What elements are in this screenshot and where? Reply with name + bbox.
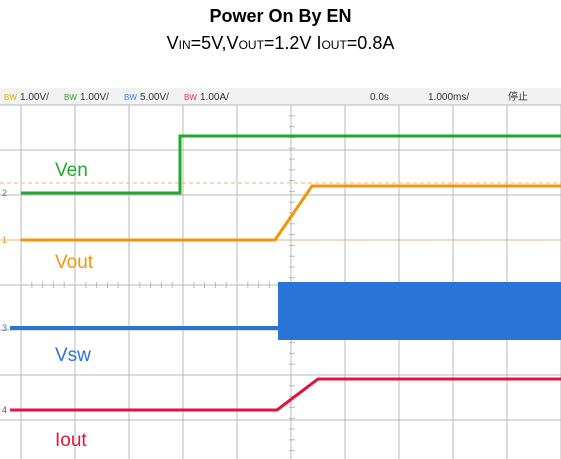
bw-label: BW	[124, 93, 137, 102]
status: 停止	[508, 90, 528, 103]
title: Power On By EN	[209, 6, 352, 26]
vout-trace	[21, 184, 561, 242]
vsw-switching	[278, 282, 561, 340]
trace-label: Vsw	[55, 345, 91, 366]
subtitle-part: OUT	[321, 38, 347, 52]
subtitle-part: =1.2V I	[263, 33, 322, 53]
subtitle-part: V	[166, 33, 179, 53]
subtitle-part: =5V,V	[190, 33, 239, 53]
scope-screen: BW 1.00V/BW 1.00V/BW 5.00V/BW 1.00A/0.0s 1.00…	[0, 88, 561, 459]
trace-marker: 3	[2, 323, 7, 333]
iout-trace	[10, 377, 561, 412]
delay: 0.0s	[370, 92, 389, 103]
trace-label: Ven	[55, 160, 88, 181]
channel-scale: 1.00V/	[20, 92, 49, 103]
bw-label: BW	[64, 93, 77, 102]
subtitle: VIN=5V,VOUT=1.2V IOUT=0.8A	[0, 33, 561, 54]
trace-marker: 2	[2, 188, 7, 198]
channel-scale: 1.00V/	[80, 92, 109, 103]
ven-trace	[21, 134, 561, 195]
trace-marker: 4	[2, 405, 7, 415]
trace-label: Vout	[55, 252, 94, 273]
trace-label: Iout	[55, 430, 87, 451]
bw-label: BW	[184, 93, 197, 102]
channel-scale: 1.00A/	[200, 92, 229, 103]
subtitle-part: OUT	[238, 38, 264, 52]
subtitle-part: =0.8A	[346, 33, 395, 53]
timebase: 1.000ms/	[428, 92, 469, 103]
header-bar	[0, 88, 561, 105]
trace-marker: 1	[2, 235, 7, 245]
bw-label: BW	[4, 93, 17, 102]
channel-scale: 5.00V/	[140, 92, 169, 103]
subtitle-part: IN	[178, 38, 191, 52]
